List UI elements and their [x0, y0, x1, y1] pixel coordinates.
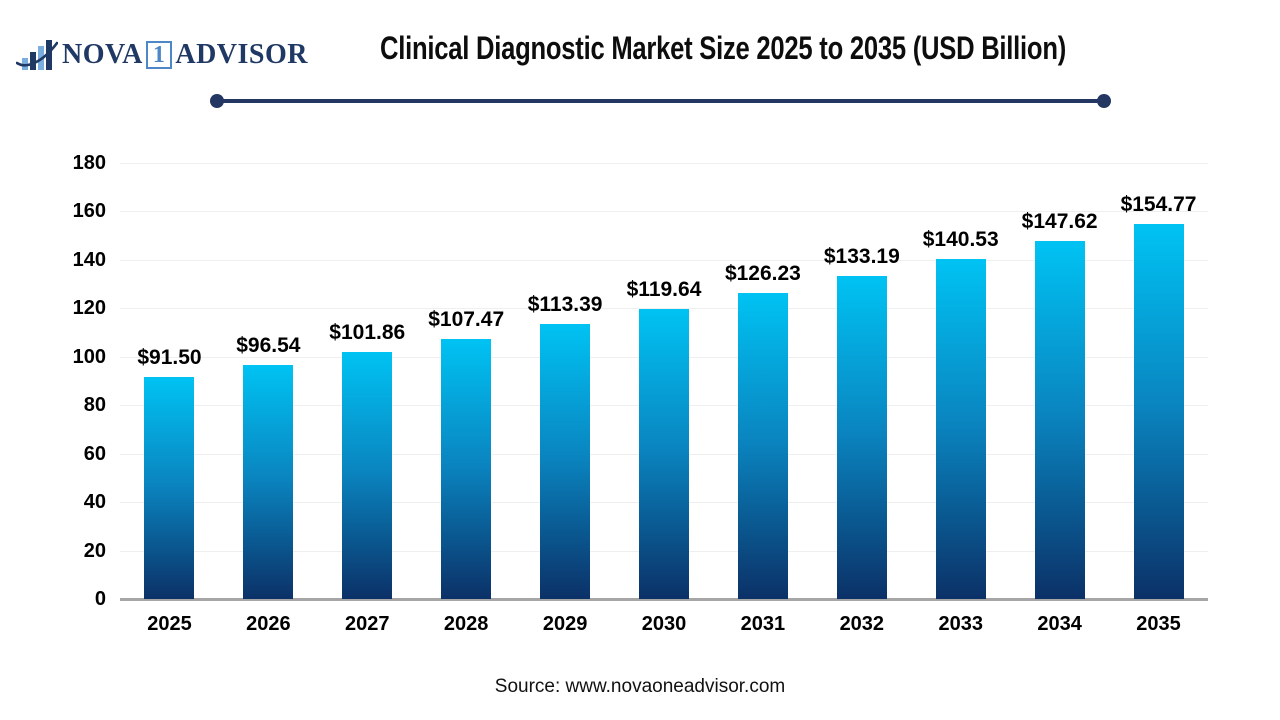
logo-one-badge: 1	[145, 41, 173, 69]
x-axis-tick-label: 2034	[1037, 613, 1082, 635]
bar	[1133, 224, 1184, 599]
y-axis-tick-label: 140	[72, 248, 106, 271]
bar-value-label: $113.39	[527, 293, 603, 317]
bar-value-label: $107.47	[428, 307, 505, 331]
x-axis-tick-label: 2029	[542, 613, 588, 635]
y-axis-tick-label: 180	[72, 152, 106, 174]
chart-title: Clinical Diagnostic Market Size 2025 to …	[379, 30, 1067, 66]
x-axis-tick-label: 2028	[443, 613, 489, 635]
x-axis-tick-label: 2035	[1136, 613, 1181, 635]
y-axis-tick-label: 100	[72, 345, 106, 368]
underline-left-dot	[210, 94, 224, 108]
gridline	[120, 259, 1208, 261]
bar	[441, 338, 492, 599]
bar	[935, 258, 986, 599]
bar	[737, 293, 788, 599]
x-axis-tick-label: 2032	[839, 613, 885, 635]
y-axis-tick-label: 40	[83, 491, 106, 514]
x-axis-line	[120, 598, 1208, 601]
logo-text-nova: NOVA	[62, 39, 143, 70]
x-axis-tick-label: 2025	[147, 613, 192, 635]
bar-value-label: $101.86	[329, 321, 406, 345]
x-axis: 2025 2026 2027 2028 2029 2030 2031 2032 2033 2034…	[120, 613, 1208, 641]
logo-wordmark: NOVA 1 ADVISOR	[62, 39, 308, 71]
bar-value-label: $133.19	[823, 245, 900, 269]
bar	[144, 377, 195, 599]
logo-bars-icon	[16, 40, 58, 70]
underline-right-dot	[1097, 94, 1111, 108]
logo-text-advisor: ADVISOR	[175, 39, 308, 70]
bar-value-label: $147.62	[1021, 210, 1098, 234]
gridline	[120, 211, 1208, 213]
gridline	[120, 308, 1208, 310]
bar	[342, 352, 393, 599]
bar	[639, 309, 689, 599]
x-axis-tick-label: 2027	[345, 613, 390, 635]
gridline	[120, 163, 1208, 164]
y-axis-tick-label: 60	[83, 442, 106, 465]
bar	[1034, 241, 1085, 599]
y-axis-tick-label: 0	[94, 588, 106, 610]
plot-area: $91.50 $96.54 $101.86 $107.47 $113.39 $119.64…	[120, 163, 1208, 601]
x-axis-tick-label: 2026	[246, 613, 291, 635]
bar-value-label: $119.64	[626, 278, 702, 302]
bar-value-label: $154.77	[1120, 193, 1197, 217]
x-axis-tick-label: 2031	[740, 613, 786, 635]
bar-value-label: $96.54	[236, 334, 301, 358]
y-axis-tick-label: 120	[72, 297, 106, 320]
title-underline-rule	[210, 94, 1111, 108]
y-axis-tick-label: 80	[83, 394, 106, 417]
y-axis: 0 20 40 60 80 100 120 140 160 180	[0, 152, 106, 610]
x-axis-tick-label: 2030	[641, 613, 687, 635]
source-note: Source: www.novaoneadvisor.com	[494, 676, 786, 697]
bar	[243, 365, 294, 599]
bar-value-label: $140.53	[922, 227, 999, 251]
y-axis-tick-label: 160	[72, 200, 106, 223]
x-axis-tick-label: 2033	[938, 613, 983, 635]
y-axis-tick-label: 20	[83, 539, 106, 562]
bar-value-label: $126.23	[724, 262, 801, 286]
brand-logo: NOVA 1 ADVISOR	[16, 36, 308, 74]
bar-value-label: $91.50	[137, 346, 202, 370]
bar	[836, 276, 887, 599]
bar	[540, 324, 591, 599]
